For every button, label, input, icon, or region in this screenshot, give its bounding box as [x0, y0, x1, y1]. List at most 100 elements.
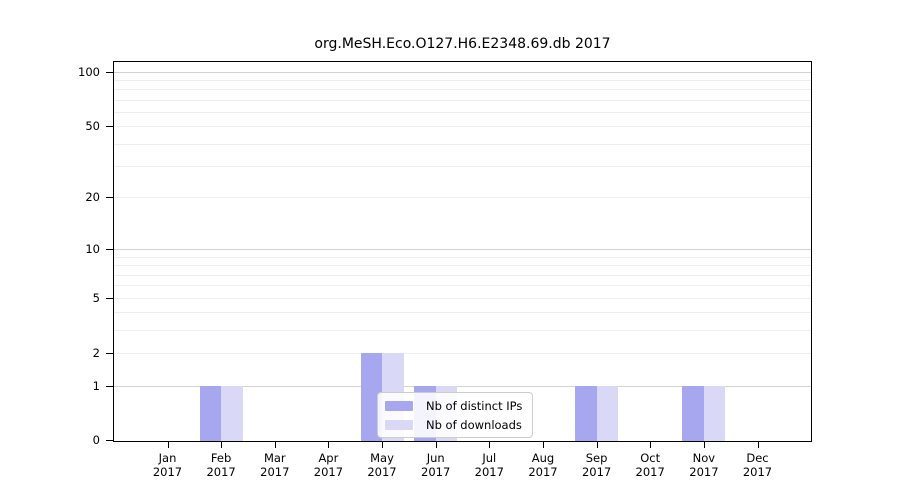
y-tick-label-100: 100 [78, 64, 100, 79]
bar-nb-of-downloads-sep [596, 385, 619, 441]
x-label-month-dec: Dec [746, 451, 769, 465]
x-label-month-feb: Feb [210, 451, 232, 465]
x-tick-jul [489, 442, 491, 448]
gridline-major-100 [114, 71, 811, 73]
y-tick-label-1: 1 [92, 378, 100, 393]
x-label-year-jan: 2017 [152, 465, 183, 479]
x-tick-label-may: May 2017 [350, 451, 414, 479]
x-tick-jan [167, 442, 169, 448]
y-tick-50 [106, 126, 113, 128]
x-tick-label-jun: Jun 2017 [404, 451, 468, 479]
gridline-minor-90 [114, 80, 811, 81]
gridline-minor-8 [114, 265, 811, 267]
gridline-minor-60 [114, 112, 811, 113]
x-label-month-aug: Aug [531, 451, 555, 465]
y-tick-1 [106, 385, 113, 387]
x-label-month-may: May [370, 451, 394, 465]
x-tick-dec [757, 442, 759, 448]
gridline-major-10 [114, 249, 811, 251]
x-label-month-oct: Oct [640, 451, 661, 465]
bar-nb-of-downloads-nov [703, 385, 726, 441]
bar-nb-of-distinct-ips-feb [199, 385, 222, 441]
x-label-year-nov: 2017 [689, 465, 719, 479]
x-label-year-sep: 2017 [581, 465, 612, 479]
gridline-minor-70 [114, 99, 811, 101]
gridline-minor-5 [114, 297, 811, 299]
gridline-minor-50 [114, 126, 811, 128]
x-label-year-jun: 2017 [421, 465, 451, 479]
gridline-minor-4 [114, 312, 811, 314]
gridline-minor-80 [114, 89, 811, 91]
gridline-minor-40 [114, 143, 811, 145]
x-tick-label-apr: Apr 2017 [296, 451, 360, 479]
x-tick-jun [435, 442, 437, 448]
legend: Nb of distinct IPs Nb of downloads [377, 392, 534, 438]
gridline-minor-6 [114, 285, 811, 287]
chart-title: org.MeSH.Eco.O127.H6.E2348.69.db 2017 [314, 36, 611, 52]
y-tick-0 [106, 440, 113, 441]
y-tick-2 [106, 353, 113, 355]
x-tick-label-jul: Jul 2017 [457, 451, 521, 479]
axes-ticks-layer: 100 50 20 10 5 2 1 0 Jan 2017 Feb 2017 Mar 2017 Apr 201… [78, 62, 811, 479]
x-tick-feb [221, 442, 223, 448]
y-tick-label-20: 20 [85, 190, 100, 205]
x-label-year-dec: 2017 [742, 465, 773, 479]
x-label-month-jul: Jul [482, 451, 497, 465]
x-tick-aug [543, 442, 544, 448]
legend-item-downloads: Nb of downloads [385, 416, 522, 433]
gridline-minor-7 [114, 274, 811, 276]
x-tick-nov [703, 442, 705, 448]
y-tick-label-50: 50 [85, 119, 100, 134]
x-tick-label-oct: Oct 2017 [618, 451, 682, 479]
x-label-year-apr: 2017 [313, 465, 344, 479]
plot-area: 100 50 20 10 5 2 1 0 Jan 2017 Feb 2017 Mar 2017 Apr 201… [78, 61, 812, 479]
x-label-year-oct: 2017 [635, 465, 665, 479]
x-label-year-may: 2017 [367, 465, 397, 479]
x-label-month-sep: Sep [585, 451, 608, 465]
gridlines-layer [114, 62, 811, 441]
x-label-year-jul: 2017 [474, 465, 504, 479]
x-tick-oct [650, 442, 652, 448]
x-tick-label-mar: Mar 2017 [243, 451, 307, 479]
legend-item-distinct-ips: Nb of distinct IPs [385, 397, 522, 414]
x-tick-label-nov: Nov 2017 [672, 451, 736, 479]
y-tick-label-0: 0 [92, 433, 100, 447]
x-label-year-aug: 2017 [528, 465, 558, 479]
y-tick-10 [106, 249, 113, 251]
x-tick-label-sep: Sep 2017 [565, 451, 629, 479]
x-tick-label-jan: Jan 2017 [136, 451, 200, 479]
gridline-minor-3 [114, 330, 811, 332]
gridline-major-1 [114, 385, 811, 387]
x-label-month-jun: Jun [426, 451, 445, 465]
x-label-year-feb: 2017 [206, 465, 236, 479]
x-label-month-mar: Mar [263, 451, 286, 465]
x-tick-apr [328, 442, 330, 448]
y-tick-5 [106, 297, 113, 299]
legend-swatch-distinct-ips-icon [385, 400, 413, 411]
x-label-month-nov: Nov [692, 451, 716, 465]
x-tick-label-dec: Dec 2017 [726, 451, 790, 479]
gridline-minor-20 [114, 197, 811, 199]
bar-nb-of-distinct-ips-sep [575, 385, 597, 441]
x-label-month-apr: Apr [318, 451, 339, 465]
bar-nb-of-distinct-ips-nov [682, 385, 704, 441]
y-tick-label-5: 5 [92, 290, 100, 305]
y-tick-20 [106, 197, 113, 199]
gridline-minor-9 [114, 256, 811, 258]
legend-label-distinct-ips: Nb of distinct IPs [426, 398, 523, 413]
x-label-year-mar: 2017 [260, 465, 290, 479]
x-tick-mar [274, 442, 276, 448]
x-tick-label-aug: Aug 2017 [511, 451, 575, 479]
gridline-minor-30 [114, 166, 811, 168]
x-tick-label-feb: Feb 2017 [189, 451, 253, 479]
legend-label-downloads: Nb of downloads [426, 417, 522, 432]
bar-nb-of-distinct-ips-may [360, 353, 382, 441]
gridline-minor-2 [114, 353, 811, 355]
x-tick-may [382, 442, 383, 448]
x-tick-sep [596, 442, 598, 448]
y-tick-label-2: 2 [92, 346, 100, 361]
y-tick-label-10: 10 [85, 242, 100, 257]
legend-swatch-downloads-icon [385, 419, 413, 430]
x-label-month-jan: Jan [158, 451, 177, 465]
